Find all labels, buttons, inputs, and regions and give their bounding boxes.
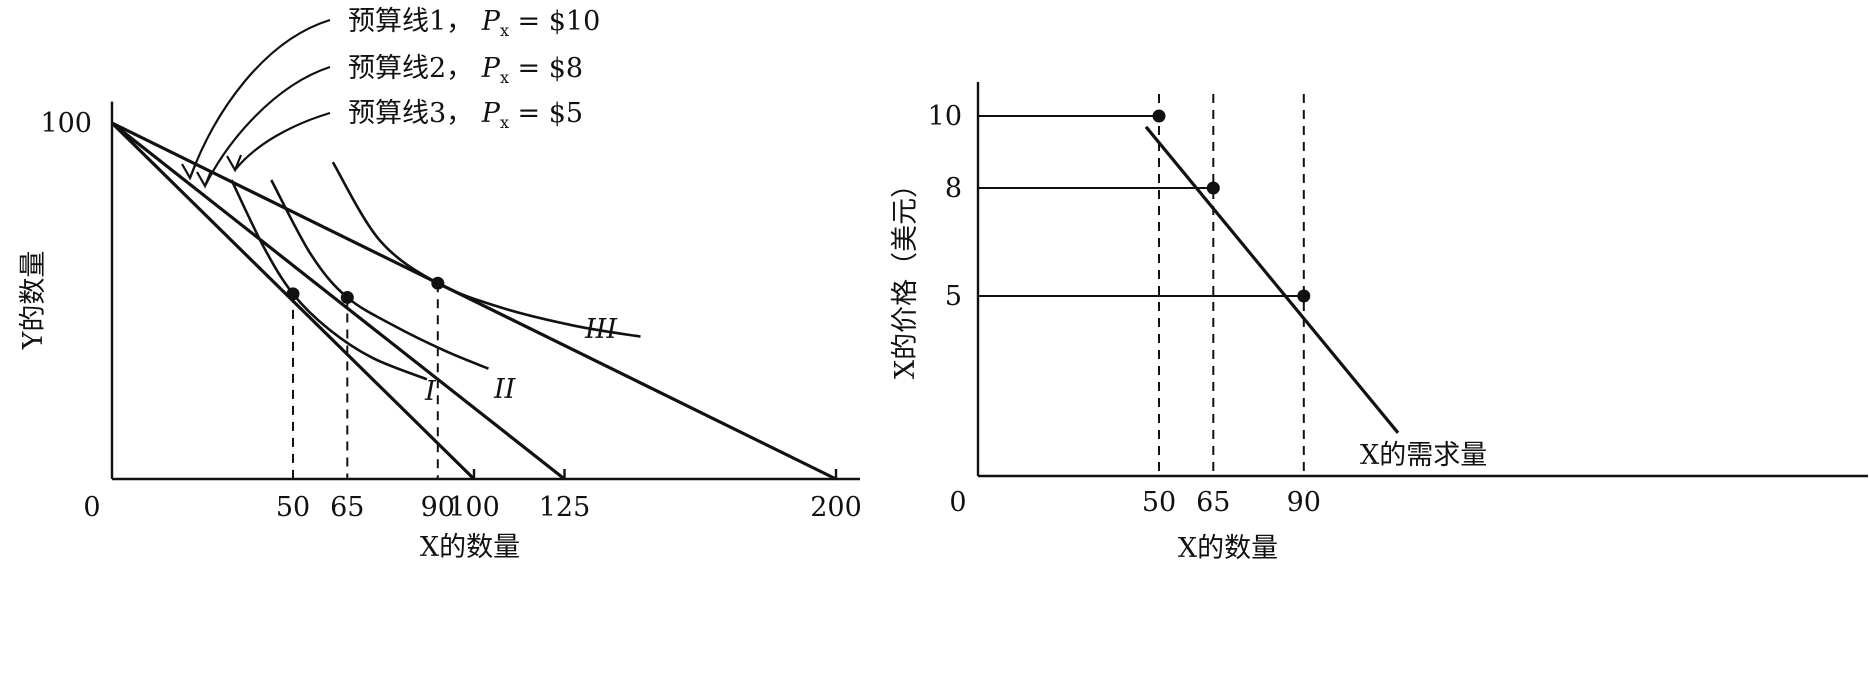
y-tick-label: 100 [40,108,92,139]
tangency-point [340,290,354,304]
budget-line-label: 预算线1， Px = $10 [348,6,600,40]
origin-label: 0 [83,492,100,523]
tangency-point [431,276,445,290]
price-quantity-point [1297,289,1311,303]
x-tick-label: 50 [276,492,310,523]
x-tick-label: 125 [539,492,591,523]
legend-arrowhead [226,154,243,173]
x-tick-label: 90 [1287,487,1321,518]
price-quantity-point [1152,109,1166,123]
demand-curve-label: X的需求量 [1360,440,1487,471]
indifference-curve-label: I [424,376,437,407]
budget-line-label: 预算线3， Px = $5 [348,98,583,132]
budget-line [111,121,837,481]
y-tick-label: 8 [945,173,962,204]
x-axis-label: X的数量 [1178,533,1278,564]
y-tick-label: 10 [928,101,962,132]
legend-arrowhead [196,170,213,189]
right-chart: 0 50 65 90 5 8 10 X的数量 X的价格（美元） X的需求量 [890,82,1868,564]
indifference-curve [331,161,641,338]
x-tick-label: 100 [448,492,500,523]
legend-arrow [234,111,331,171]
legend-arrow [204,65,331,187]
x-tick-label: 65 [330,492,364,523]
indifference-curve-label: III [584,314,618,345]
indifference-curve-label: II [493,374,517,405]
legend-arrow [188,18,331,179]
price-quantity-point [1206,181,1220,195]
x-tick-label: 50 [1142,487,1176,518]
budget-line-label: 预算线2， Px = $8 [348,53,583,87]
y-axis-label: X的价格（美元） [890,171,921,379]
x-tick-label: 65 [1196,487,1230,518]
x-tick-label: 200 [810,492,862,523]
origin-label: 0 [949,487,966,518]
budget-line [111,121,566,481]
x-axis-label: X的数量 [420,532,520,563]
legend-arrowhead [181,162,198,181]
y-axis-label: Y的数量 [18,251,49,351]
x-tick-label: 90 [421,492,455,523]
tangency-point [286,287,300,301]
y-tick-label: 5 [945,281,962,312]
demand-line [1144,125,1400,434]
indifference-curve [230,179,428,381]
indifference-curve [270,179,489,370]
